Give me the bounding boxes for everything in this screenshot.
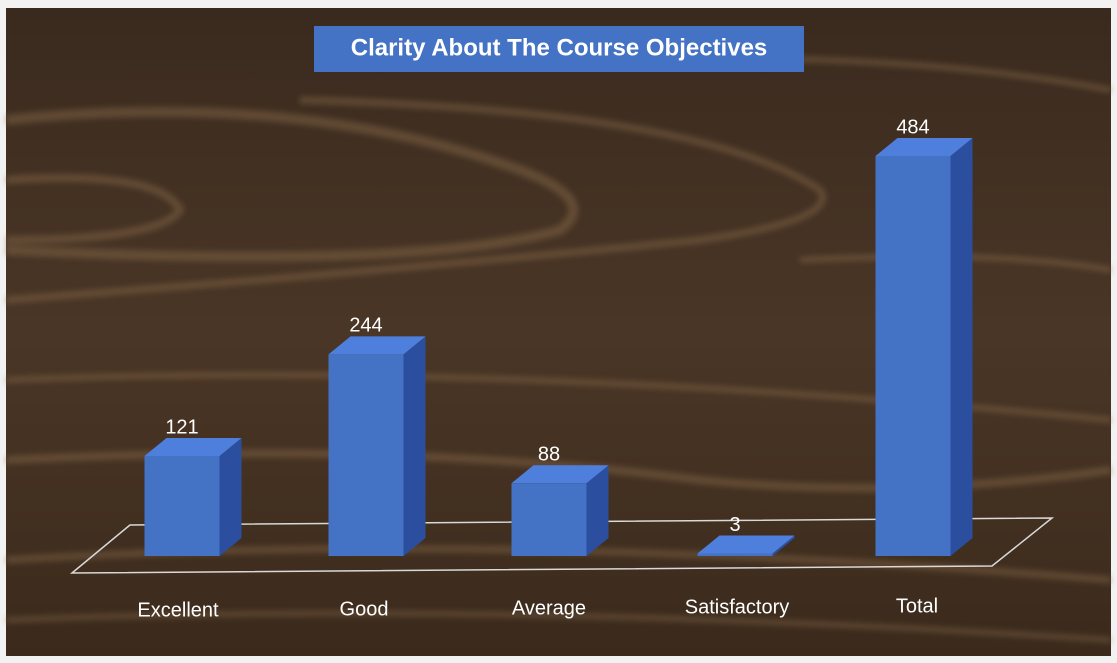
bar-top: [697, 535, 795, 554]
floor: [69, 517, 1055, 574]
bar-side: [403, 336, 426, 556]
bar-top: [511, 465, 609, 484]
bar-side: [772, 535, 795, 556]
bar-side: [219, 438, 242, 556]
title-box: [314, 26, 804, 72]
data-label: 3: [729, 514, 740, 536]
bar-top: [328, 336, 426, 355]
bar-top: [875, 138, 973, 156]
data-label: 484: [896, 116, 929, 138]
bar: [144, 456, 220, 556]
data-label: 121: [165, 416, 198, 438]
x-tick-label: Satisfactory: [685, 596, 789, 618]
data-label: 88: [538, 444, 560, 466]
bar: [328, 354, 404, 556]
bar: [511, 483, 587, 556]
x-tick-label: Excellent: [137, 599, 219, 621]
x-tick-label: Average: [512, 597, 586, 619]
bar: [697, 553, 773, 556]
bar: [875, 156, 951, 556]
chart-title: Clarity About The Course Objectives: [351, 34, 768, 61]
bar-top: [144, 438, 242, 456]
data-label: 244: [349, 315, 382, 337]
x-tick-label: Total: [896, 595, 938, 617]
bar-side: [586, 465, 609, 556]
bar-side: [950, 138, 973, 556]
x-tick-label: Good: [340, 598, 389, 620]
